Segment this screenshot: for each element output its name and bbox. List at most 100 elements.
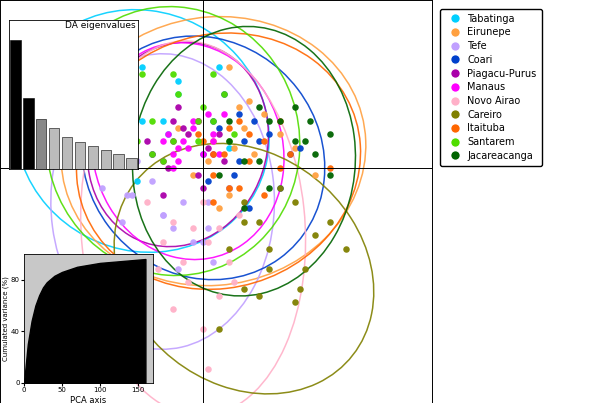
Point bbox=[214, 326, 223, 332]
Point bbox=[209, 171, 218, 178]
Point bbox=[244, 158, 254, 164]
Point bbox=[310, 171, 320, 178]
Point bbox=[122, 191, 132, 198]
Bar bbox=[113, 154, 124, 169]
Point bbox=[122, 118, 132, 124]
Point bbox=[219, 111, 229, 117]
Point bbox=[158, 191, 167, 198]
Point bbox=[97, 71, 106, 77]
Point bbox=[168, 138, 178, 144]
Bar bbox=[101, 150, 111, 169]
Bar bbox=[23, 98, 34, 169]
Point bbox=[214, 131, 223, 137]
Point bbox=[178, 259, 188, 265]
Point bbox=[219, 91, 229, 97]
Point bbox=[254, 104, 264, 111]
Point bbox=[153, 266, 163, 272]
Point bbox=[173, 145, 182, 151]
Point bbox=[250, 151, 259, 158]
Point bbox=[178, 198, 188, 205]
Point bbox=[326, 171, 335, 178]
Point bbox=[168, 118, 178, 124]
Point bbox=[199, 138, 208, 144]
Point bbox=[122, 104, 132, 111]
Point bbox=[209, 198, 218, 205]
Point bbox=[209, 151, 218, 158]
Point bbox=[173, 77, 182, 84]
Point bbox=[265, 266, 274, 272]
Point bbox=[193, 171, 203, 178]
Point bbox=[219, 91, 229, 97]
Point bbox=[107, 145, 116, 151]
Point bbox=[203, 145, 213, 151]
Point bbox=[275, 131, 284, 137]
Point bbox=[224, 259, 233, 265]
Point bbox=[209, 118, 218, 124]
Point bbox=[163, 131, 173, 137]
Point bbox=[239, 125, 249, 131]
Point bbox=[203, 111, 213, 117]
Point bbox=[214, 292, 223, 299]
Bar bbox=[10, 39, 20, 169]
Point bbox=[265, 245, 274, 252]
Point bbox=[188, 225, 198, 232]
Point bbox=[203, 158, 213, 164]
Point bbox=[173, 266, 182, 272]
Point bbox=[254, 158, 264, 164]
Point bbox=[193, 118, 203, 124]
Point bbox=[209, 138, 218, 144]
Point bbox=[143, 198, 152, 205]
Point bbox=[224, 185, 233, 191]
Point bbox=[188, 171, 198, 178]
Point bbox=[300, 138, 310, 144]
Point bbox=[199, 198, 208, 205]
Bar bbox=[75, 142, 85, 169]
Point bbox=[224, 185, 233, 191]
Point bbox=[219, 158, 229, 164]
Point bbox=[239, 205, 249, 212]
Point bbox=[183, 145, 193, 151]
Bar bbox=[88, 146, 98, 169]
Y-axis label: Cumulated variance (%): Cumulated variance (%) bbox=[3, 276, 10, 361]
Point bbox=[341, 245, 350, 252]
Point bbox=[173, 104, 182, 111]
Point bbox=[275, 185, 284, 191]
Point bbox=[183, 131, 193, 137]
Point bbox=[326, 131, 335, 137]
Point bbox=[163, 165, 173, 171]
Point bbox=[275, 185, 284, 191]
Point bbox=[183, 279, 193, 285]
Point bbox=[97, 185, 106, 191]
Point bbox=[326, 218, 335, 225]
Point bbox=[290, 198, 299, 205]
Point bbox=[239, 198, 249, 205]
Point bbox=[117, 218, 127, 225]
Point bbox=[214, 225, 223, 232]
Point bbox=[193, 131, 203, 137]
Point bbox=[224, 118, 233, 124]
Point bbox=[244, 205, 254, 212]
Bar bbox=[62, 137, 72, 169]
Point bbox=[168, 71, 178, 77]
Point bbox=[259, 191, 269, 198]
Point bbox=[224, 191, 233, 198]
Point bbox=[178, 125, 188, 131]
Point bbox=[219, 151, 229, 158]
Point bbox=[290, 299, 299, 305]
Point bbox=[137, 71, 147, 77]
Point bbox=[133, 158, 142, 164]
Point bbox=[310, 232, 320, 238]
Point bbox=[244, 98, 254, 104]
Point bbox=[203, 239, 213, 245]
Point bbox=[275, 165, 284, 171]
Point bbox=[214, 205, 223, 212]
Point bbox=[254, 292, 264, 299]
Point bbox=[148, 151, 157, 158]
Point bbox=[239, 138, 249, 144]
Point bbox=[259, 111, 269, 117]
Point bbox=[188, 125, 198, 131]
Point bbox=[168, 218, 178, 225]
Point bbox=[209, 259, 218, 265]
Point bbox=[193, 118, 203, 124]
Point bbox=[209, 131, 218, 137]
